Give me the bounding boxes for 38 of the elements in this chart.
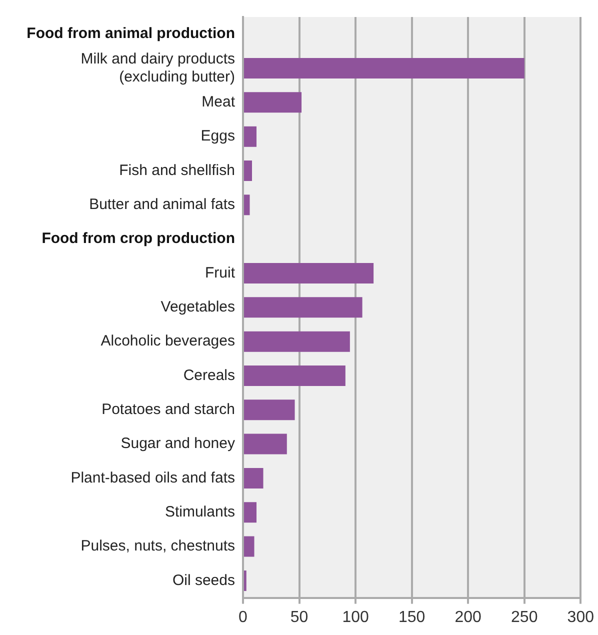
y-tick-label: Fish and shellfish: [119, 162, 235, 179]
y-tick-label: Potatoes and starch: [102, 401, 235, 418]
bar: [244, 297, 362, 318]
y-tick-label: Plant-based oils and fats: [70, 469, 235, 486]
y-tick-label: Sugar and honey: [120, 435, 236, 452]
y-tick-label: Food from animal production: [26, 25, 235, 42]
bar: [244, 365, 346, 386]
y-tick-label: Meat: [202, 94, 236, 111]
bar: [244, 468, 264, 488]
x-tick-label: 300: [567, 608, 594, 626]
y-tick-label: Butter and animal fats: [89, 196, 235, 214]
bar: [244, 400, 295, 420]
x-tick-label: 100: [342, 608, 369, 626]
x-tick-label: 250: [511, 608, 538, 626]
y-tick-label: Food from crop production: [42, 230, 235, 248]
y-tick-label: Alcoholic beverages: [100, 332, 235, 350]
x-tick-label: 200: [454, 608, 482, 626]
bar: [244, 160, 252, 181]
y-tick-label: Vegetables: [160, 298, 235, 316]
y-tick-label: Fruit: [205, 264, 236, 282]
bar: [244, 262, 374, 284]
y-tick-label: Pulses, nuts, chestnuts: [80, 538, 235, 555]
bar: [244, 126, 257, 147]
x-tick-label: 50: [290, 608, 308, 626]
bar: [244, 502, 257, 523]
bar: [244, 194, 250, 216]
y-tick-label: Milk and dairy products (excluding butter): [80, 50, 235, 86]
y-tick-label: Cereals: [183, 366, 235, 384]
x-tick-label: 0: [238, 608, 248, 626]
y-tick-label: Stimulants: [164, 504, 235, 521]
bar: [244, 58, 524, 78]
bar: [244, 536, 254, 557]
bar: [244, 331, 350, 352]
y-tick-label: Eggs: [200, 128, 235, 145]
x-tick-label: 150: [398, 608, 426, 626]
y-tick-label: Oil seeds: [172, 572, 235, 589]
bar: [244, 92, 302, 113]
bar: [244, 434, 287, 454]
